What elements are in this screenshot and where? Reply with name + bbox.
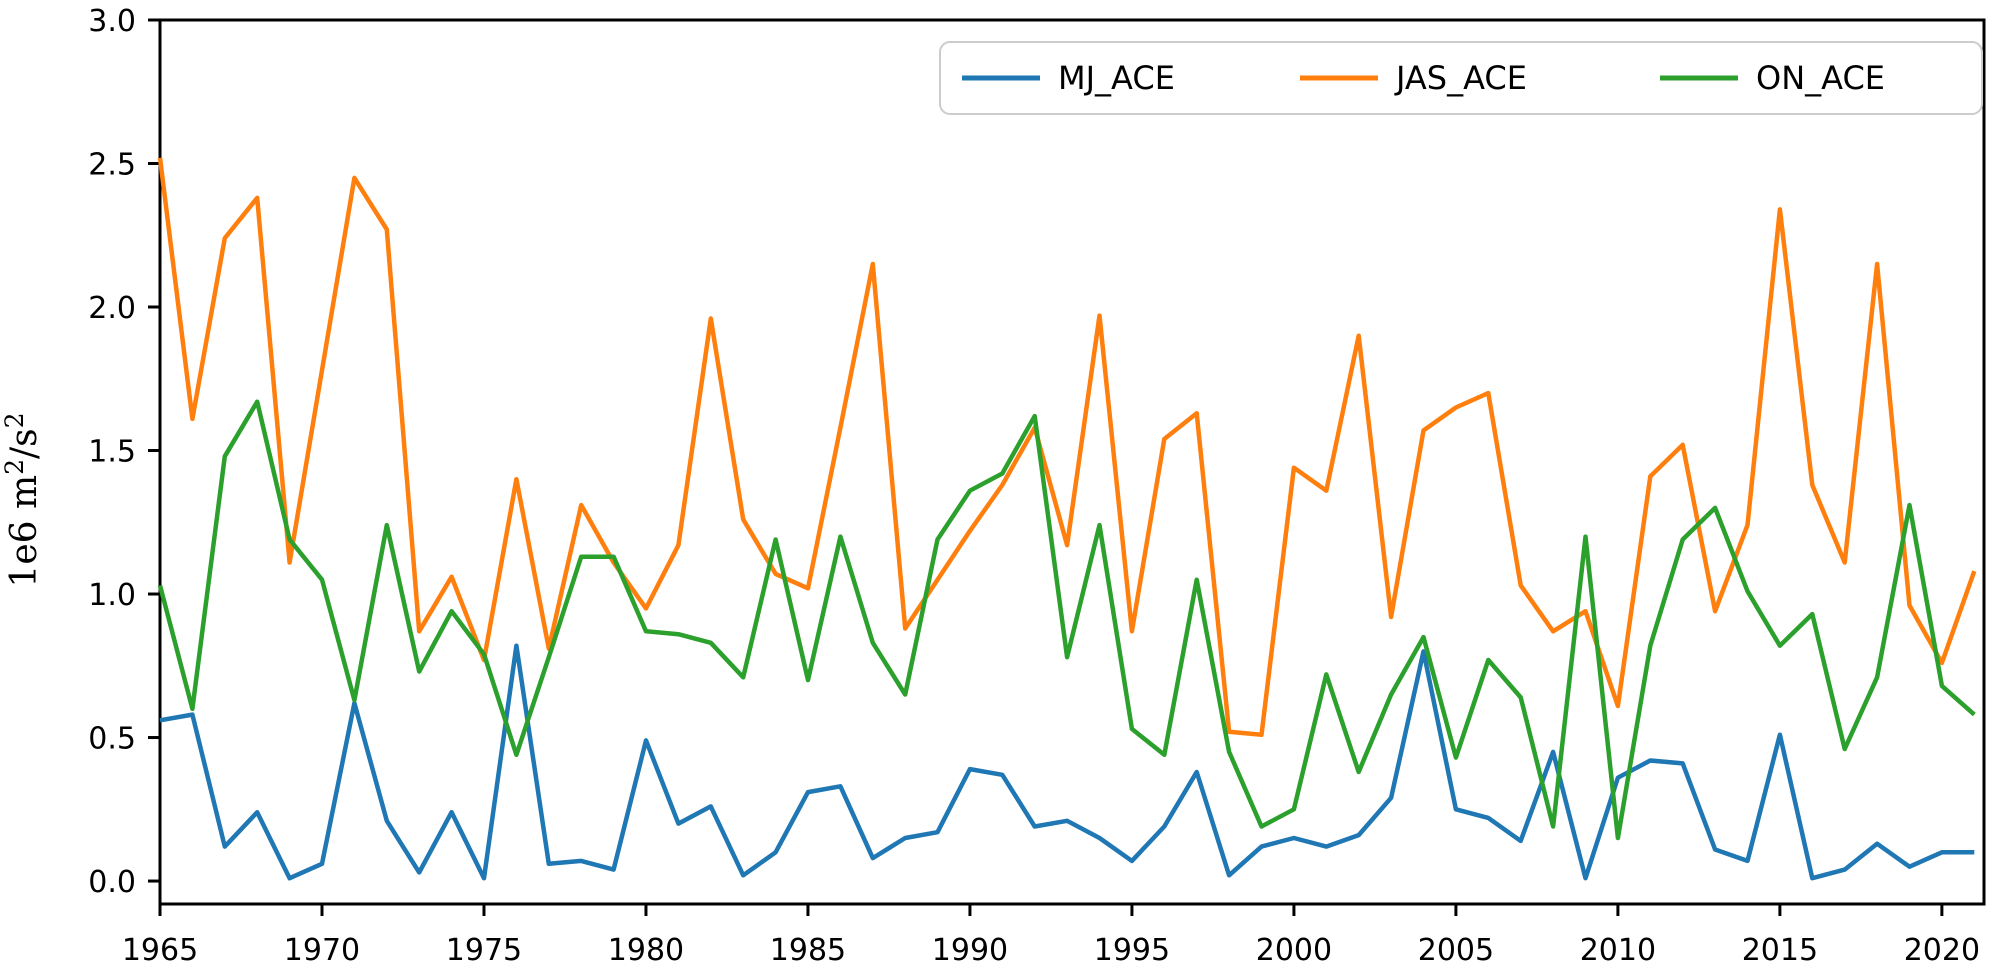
- x-tick-label-2005: 2005: [1418, 933, 1494, 968]
- y-axis-label-base: 1e6 m: [4, 475, 45, 588]
- y-tick-label-1.5: 1.5: [88, 435, 136, 470]
- series-lines: [157, 157, 1977, 881]
- x-tick-label-1970: 1970: [284, 933, 360, 968]
- legend: MJ_ACE JAS_ACE ON_ACE: [939, 41, 1983, 115]
- x-tick-label-1990: 1990: [932, 933, 1008, 968]
- x-tick-label-2000: 2000: [1256, 933, 1332, 968]
- series-line-on-ace: [157, 399, 1976, 841]
- y-tick-label-0: 0.0: [88, 865, 136, 900]
- legend-box: [939, 41, 1983, 115]
- x-tick-label-1985: 1985: [770, 933, 846, 968]
- y-axis-label-base2: /s: [4, 428, 45, 459]
- legend-label-jas-ace: JAS_ACE: [1394, 59, 1527, 97]
- y-axis-label-sup: 2: [0, 459, 29, 475]
- y-tick-label-2: 2.0: [88, 291, 136, 326]
- y-tick-label-1: 1.0: [88, 578, 136, 613]
- x-tick-label-2010: 2010: [1580, 933, 1656, 968]
- x-tick-label-1980: 1980: [608, 933, 684, 968]
- y-tick-label-3: 3.0: [88, 4, 136, 39]
- x-tick-label-1975: 1975: [446, 933, 522, 968]
- x-tick-label-1965: 1965: [122, 933, 198, 968]
- series-line-mj-ace: [159, 643, 1975, 881]
- axis-ticks: 1965 1970 1975 1980 1985 1990 1995 2000 2005 2010…: [88, 4, 1980, 968]
- x-tick-label-1995: 1995: [1094, 933, 1170, 968]
- legend-label-mj-ace: MJ_ACE: [1058, 59, 1175, 97]
- plot-area-border: [158, 18, 1986, 906]
- y-axis-label: 1e6 m2/s2: [0, 412, 45, 587]
- series-line-jas-ace: [157, 157, 1977, 737]
- x-tick-label-2020: 2020: [1904, 933, 1980, 968]
- y-axis-label-sup2: 2: [0, 412, 29, 428]
- legend-label-on-ace: ON_ACE: [1756, 59, 1885, 97]
- y-tick-label-2.5: 2.5: [88, 148, 136, 183]
- x-tick-label-2015: 2015: [1742, 933, 1818, 968]
- y-tick-label-0.5: 0.5: [88, 722, 136, 757]
